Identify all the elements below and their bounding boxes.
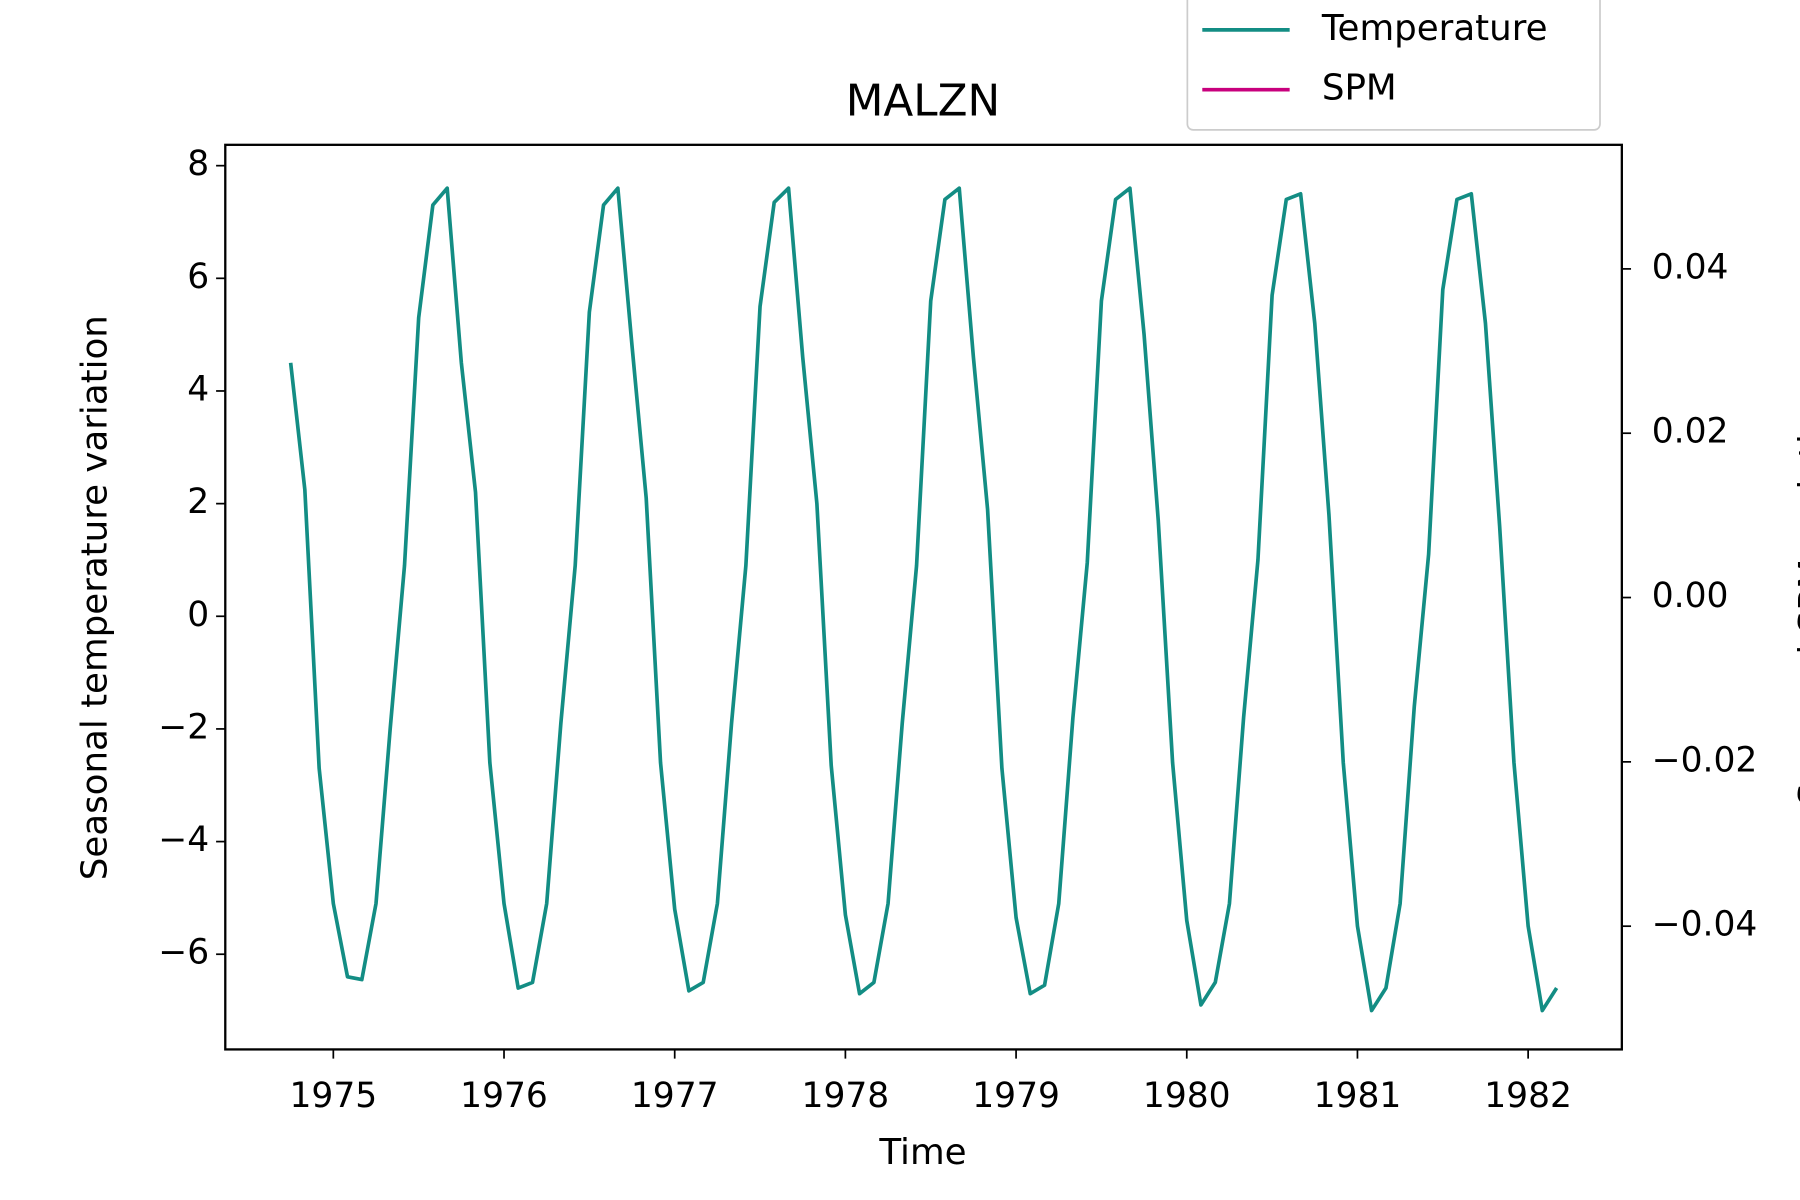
x-tick-label: 1982 (1484, 1076, 1572, 1116)
y-axis-label: Seasonal temperature variation (75, 315, 116, 880)
y2-axis-label: Seasonal SPM variation (1792, 390, 1800, 806)
y-tick-label: −2 (158, 707, 209, 747)
y2-tick-label: −0.04 (1652, 905, 1758, 945)
y2-tick-label: 0.04 (1652, 247, 1729, 287)
x-tick-label: 1976 (460, 1076, 548, 1116)
series-line (288, 186, 1559, 1013)
y-tick-label: 2 (187, 482, 209, 522)
legend-label: Temperature (1321, 8, 1548, 49)
x-tick-label: 1979 (972, 1076, 1060, 1116)
y-tick-label: −6 (158, 933, 209, 973)
y-tick-label: 4 (187, 369, 209, 409)
y2-tick-label: 0.02 (1652, 412, 1729, 452)
legend: Temperature SPM (1186, 0, 1601, 131)
x-tick-label: 1977 (631, 1076, 719, 1116)
y2-tick-label: 0.00 (1652, 576, 1729, 616)
y-tick-label: 0 (187, 595, 209, 635)
x-axis-label: Time (878, 1132, 966, 1173)
x-tick-label: 1980 (1143, 1076, 1231, 1116)
x-tick-label: 1981 (1314, 1076, 1402, 1116)
chart-title: MALZN (846, 75, 1000, 126)
x-tick-label: 1975 (289, 1076, 377, 1116)
x-tick-label: 1978 (802, 1076, 890, 1116)
axes-frame (224, 143, 1623, 1051)
legend-box (1186, 0, 1601, 131)
y2-tick-label: −0.02 (1652, 740, 1758, 780)
y-tick-label: −4 (158, 820, 209, 860)
y-tick-label: 6 (187, 257, 209, 297)
legend-label: SPM (1322, 68, 1397, 109)
y-tick-label: 8 (187, 144, 209, 184)
